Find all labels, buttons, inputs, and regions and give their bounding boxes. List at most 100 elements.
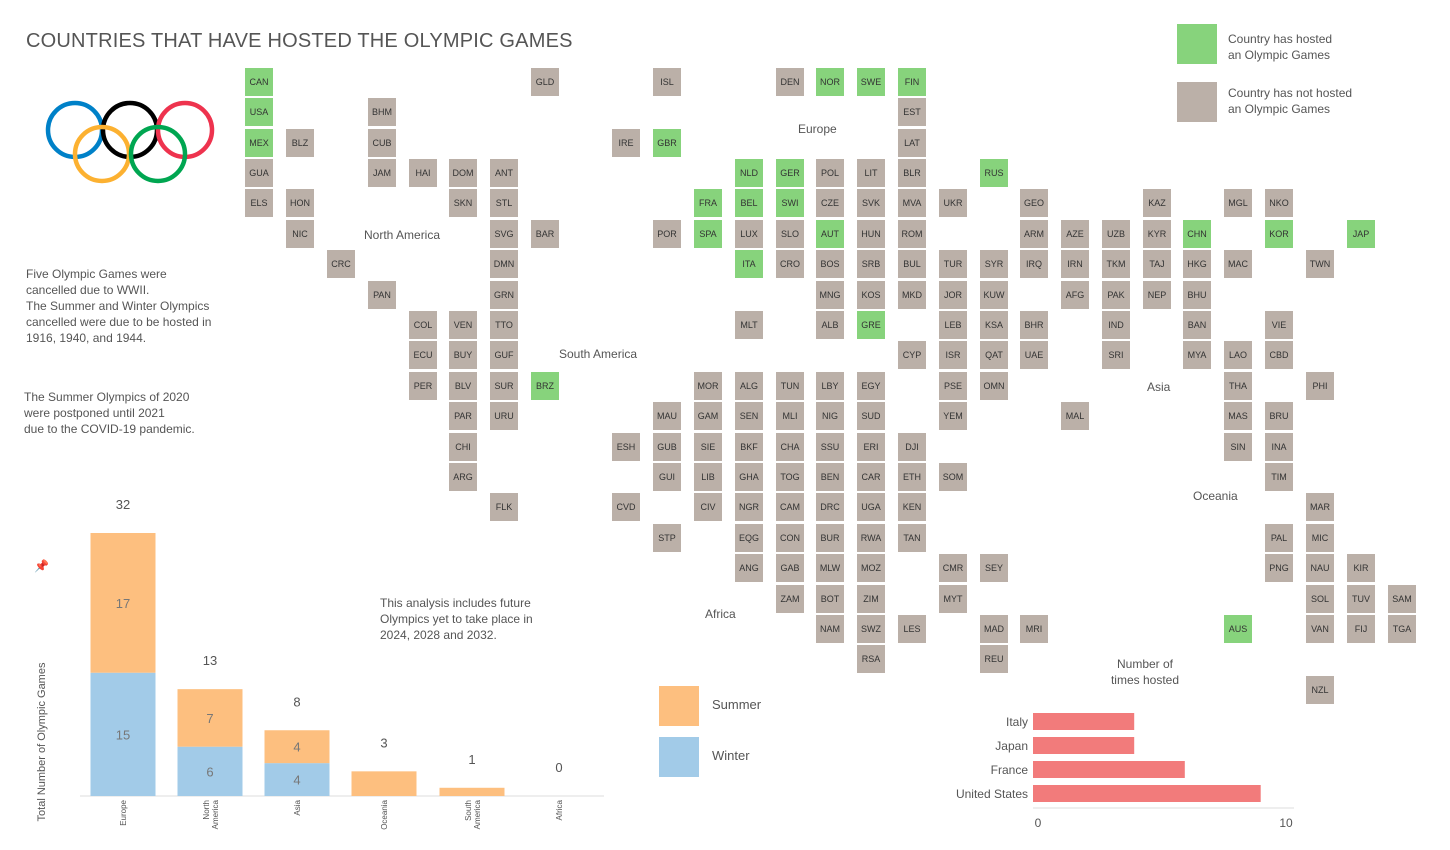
country-tile-png[interactable]: PNG [1265,554,1293,582]
country-tile-den[interactable]: DEN [776,68,804,96]
country-tile-bkf[interactable]: BKF [735,433,763,461]
country-tile-bot[interactable]: BOT [816,585,844,613]
country-tile-hun[interactable]: HUN [857,220,885,248]
country-tile-lat[interactable]: LAT [898,129,926,157]
country-tile-uga[interactable]: UGA [857,493,885,521]
country-tile-ecu[interactable]: ECU [409,341,437,369]
country-tile-nau[interactable]: NAU [1306,554,1334,582]
country-tile-cub[interactable]: CUB [368,129,396,157]
country-tile-fij[interactable]: FIJ [1347,615,1375,643]
country-tile-ita[interactable]: ITA [735,250,763,278]
country-tile-per[interactable]: PER [409,372,437,400]
country-tile-pal[interactable]: PAL [1265,524,1293,552]
country-tile-tim[interactable]: TIM [1265,463,1293,491]
country-tile-gha[interactable]: GHA [735,463,763,491]
country-tile-rsa[interactable]: RSA [857,645,885,673]
country-tile-mac[interactable]: MAC [1224,250,1252,278]
country-tile-ant[interactable]: ANT [490,159,518,187]
country-tile-lib[interactable]: LIB [694,463,722,491]
country-tile-mal[interactable]: MAL [1061,402,1089,430]
country-tile-lby[interactable]: LBY [816,372,844,400]
country-tile-nic[interactable]: NIC [286,220,314,248]
country-tile-sie[interactable]: SIE [694,433,722,461]
country-tile-con[interactable]: CON [776,524,804,552]
country-tile-gre[interactable]: GRE [857,311,885,339]
country-tile-gui[interactable]: GUI [653,463,681,491]
country-tile-aut[interactable]: AUT [816,220,844,248]
country-tile-alg[interactable]: ALG [735,372,763,400]
country-tile-reu[interactable]: REU [980,645,1008,673]
country-tile-usa[interactable]: USA [245,98,273,126]
country-tile-rus[interactable]: RUS [980,159,1008,187]
country-tile-kos[interactable]: KOS [857,281,885,309]
country-tile-uru[interactable]: URU [490,402,518,430]
country-tile-cha[interactable]: CHA [776,433,804,461]
country-tile-bhm[interactable]: BHM [368,98,396,126]
country-tile-bhr[interactable]: BHR [1020,311,1048,339]
country-tile-gua[interactable]: GUA [245,159,273,187]
country-tile-afg[interactable]: AFG [1061,281,1089,309]
country-tile-pak[interactable]: PAK [1102,281,1130,309]
country-tile-ven[interactable]: VEN [449,311,477,339]
country-tile-par[interactable]: PAR [449,402,477,430]
country-tile-sol[interactable]: SOL [1306,585,1334,613]
country-tile-myt[interactable]: MYT [939,585,967,613]
country-tile-fin[interactable]: FIN [898,68,926,96]
country-tile-gab[interactable]: GAB [776,554,804,582]
country-tile-cvd[interactable]: CVD [612,493,640,521]
country-tile-crc[interactable]: CRC [327,250,355,278]
country-tile-yem[interactable]: YEM [939,402,967,430]
country-tile-ssu[interactable]: SSU [816,433,844,461]
country-tile-hai[interactable]: HAI [409,159,437,187]
country-tile-sen[interactable]: SEN [735,402,763,430]
country-tile-mli[interactable]: MLI [776,402,804,430]
country-tile-tuv[interactable]: TUV [1347,585,1375,613]
country-tile-chn[interactable]: CHN [1183,220,1211,248]
country-tile-les[interactable]: LES [898,615,926,643]
country-tile-syr[interactable]: SYR [980,250,1008,278]
country-tile-gld[interactable]: GLD [531,68,559,96]
country-tile-lao[interactable]: LAO [1224,341,1252,369]
country-tile-eri[interactable]: ERI [857,433,885,461]
country-tile-stl[interactable]: STL [490,189,518,217]
country-tile-car[interactable]: CAR [857,463,885,491]
country-tile-tto[interactable]: TTO [490,311,518,339]
country-tile-mex[interactable]: MEX [245,129,273,157]
country-tile-aus[interactable]: AUS [1224,615,1252,643]
country-tile-nig[interactable]: NIG [816,402,844,430]
country-tile-tkm[interactable]: TKM [1102,250,1130,278]
country-tile-hkg[interactable]: HKG [1183,250,1211,278]
country-tile-mau[interactable]: MAU [653,402,681,430]
country-tile-bel[interactable]: BEL [735,189,763,217]
country-tile-aze[interactable]: AZE [1061,220,1089,248]
country-tile-fra[interactable]: FRA [694,189,722,217]
country-tile-leb[interactable]: LEB [939,311,967,339]
country-tile-sri[interactable]: SRI [1102,341,1130,369]
country-tile-tog[interactable]: TOG [776,463,804,491]
country-tile-mgl[interactable]: MGL [1224,189,1252,217]
country-tile-buy[interactable]: BUY [449,341,477,369]
country-tile-mya[interactable]: MYA [1183,341,1211,369]
country-tile-zam[interactable]: ZAM [776,585,804,613]
country-tile-nor[interactable]: NOR [816,68,844,96]
country-tile-irq[interactable]: IRQ [1020,250,1048,278]
country-tile-swi[interactable]: SWI [776,189,804,217]
country-tile-sud[interactable]: SUD [857,402,885,430]
country-tile-can[interactable]: CAN [245,68,273,96]
country-tile-mlw[interactable]: MLW [816,554,844,582]
country-tile-svk[interactable]: SVK [857,189,885,217]
country-tile-kuw[interactable]: KUW [980,281,1008,309]
country-tile-ger[interactable]: GER [776,159,804,187]
country-tile-ken[interactable]: KEN [898,493,926,521]
country-tile-pol[interactable]: POL [816,159,844,187]
country-tile-mva[interactable]: MVA [898,189,926,217]
country-tile-van[interactable]: VAN [1306,615,1334,643]
country-tile-mor[interactable]: MOR [694,372,722,400]
country-tile-cbd[interactable]: CBD [1265,341,1293,369]
country-tile-civ[interactable]: CIV [694,493,722,521]
country-tile-tha[interactable]: THA [1224,372,1252,400]
country-tile-grn[interactable]: GRN [490,281,518,309]
country-tile-cam[interactable]: CAM [776,493,804,521]
country-tile-tun[interactable]: TUN [776,372,804,400]
country-tile-blv[interactable]: BLV [449,372,477,400]
